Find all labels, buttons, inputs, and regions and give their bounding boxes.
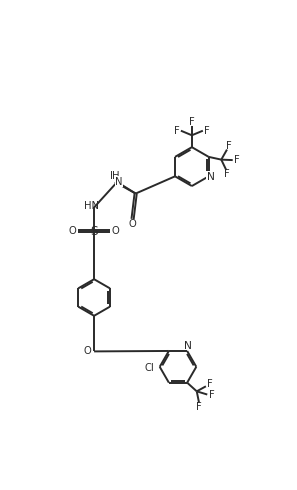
Text: O: O bbox=[83, 346, 91, 356]
Text: Cl: Cl bbox=[145, 363, 154, 373]
Text: F: F bbox=[196, 402, 202, 412]
Text: O: O bbox=[111, 226, 119, 236]
Text: O: O bbox=[128, 219, 136, 229]
Text: F: F bbox=[207, 379, 213, 389]
Text: N: N bbox=[207, 172, 215, 182]
Text: H: H bbox=[113, 170, 121, 180]
Text: F: F bbox=[209, 390, 214, 399]
Text: F: F bbox=[234, 155, 240, 165]
Text: S: S bbox=[90, 225, 98, 238]
Text: F: F bbox=[174, 126, 179, 136]
Text: F: F bbox=[224, 169, 230, 179]
Text: F: F bbox=[189, 117, 195, 127]
Text: O: O bbox=[69, 226, 77, 236]
Text: N: N bbox=[114, 176, 121, 186]
Text: N: N bbox=[207, 172, 215, 182]
Text: F: F bbox=[226, 141, 232, 151]
Text: F: F bbox=[204, 126, 210, 136]
Text: H: H bbox=[110, 171, 118, 181]
Text: HN: HN bbox=[84, 201, 99, 211]
Text: H: H bbox=[112, 171, 120, 181]
Text: N: N bbox=[115, 176, 123, 187]
Text: N: N bbox=[184, 341, 192, 351]
